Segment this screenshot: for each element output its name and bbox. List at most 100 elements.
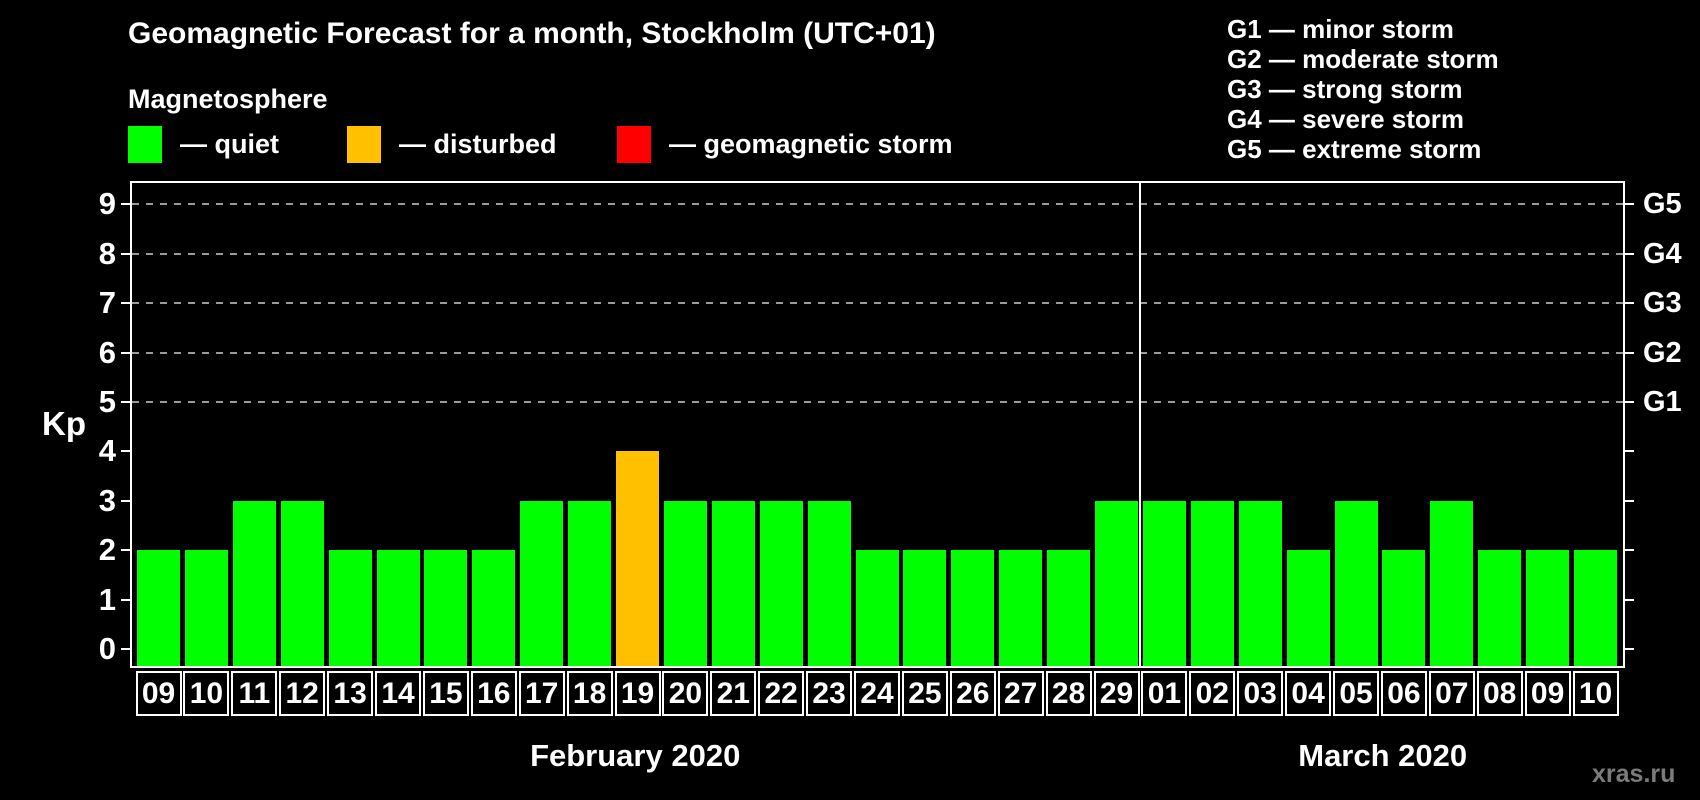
day-label-14: 14 bbox=[375, 671, 421, 716]
month-label-february: February 2020 bbox=[530, 738, 741, 773]
kp-bar-february-27 bbox=[999, 550, 1043, 666]
day-label-22: 22 bbox=[758, 671, 805, 716]
day-label-11: 11 bbox=[231, 671, 278, 716]
kp-bar-february-11 bbox=[232, 500, 276, 666]
y-axis-tick-right-6 bbox=[1625, 351, 1634, 354]
kp-bar-february-20 bbox=[663, 500, 707, 666]
y-axis-tick-left-0 bbox=[121, 648, 130, 650]
g-scale-legend: G1 — minor storm G2 — moderate storm G3 — … bbox=[1227, 14, 1499, 164]
kp-bar-february-12 bbox=[280, 500, 324, 666]
y-axis-label-3: 3 bbox=[98, 482, 116, 518]
y-axis-tick-left-2 bbox=[121, 549, 130, 552]
day-label-26: 26 bbox=[949, 671, 996, 716]
y-axis-label-2: 2 bbox=[98, 532, 116, 568]
day-label-07: 07 bbox=[1428, 671, 1475, 716]
y-axis-tick-left-6 bbox=[121, 351, 130, 354]
day-label-20: 20 bbox=[662, 671, 709, 716]
y-axis-label-5: 5 bbox=[98, 384, 116, 419]
legend-label-disturbed: — disturbed bbox=[399, 128, 557, 159]
kp-bar-february-13 bbox=[328, 550, 372, 666]
gridline-kp7 bbox=[132, 302, 1623, 305]
day-label-25: 25 bbox=[901, 671, 948, 716]
gridline-kp9 bbox=[132, 203, 1623, 206]
y-axis-tick-left-3 bbox=[121, 499, 130, 502]
day-label-09: 09 bbox=[135, 671, 182, 716]
y-axis-label-6: 6 bbox=[98, 334, 116, 370]
kp-bar-march-04 bbox=[1286, 550, 1330, 666]
day-label-01: 01 bbox=[1141, 671, 1188, 716]
g-legend-row-g4: G4 — severe storm bbox=[1227, 104, 1465, 134]
y-axis-tick-left-1 bbox=[121, 598, 130, 601]
day-label-05: 05 bbox=[1333, 671, 1379, 716]
g-legend-row-g5: G5 — extreme storm bbox=[1227, 134, 1482, 164]
g-axis-label-g1: G1 bbox=[1643, 386, 1682, 418]
g-axis-label-g4: G4 bbox=[1643, 237, 1682, 270]
g-axis-label-g5: G5 bbox=[1643, 188, 1682, 221]
g-legend-row-g2: G2 — moderate storm bbox=[1227, 44, 1499, 74]
day-label-21: 21 bbox=[710, 671, 757, 716]
y-axis-tick-right-5 bbox=[1625, 401, 1634, 403]
day-label-10: 10 bbox=[183, 671, 230, 716]
kp-bar-february-25 bbox=[903, 550, 947, 666]
y-axis-tick-right-3 bbox=[1625, 499, 1634, 502]
g-axis-label-g2: G2 bbox=[1643, 336, 1682, 369]
day-label-15: 15 bbox=[422, 671, 469, 716]
kp-bar-february-15 bbox=[424, 550, 468, 666]
day-label-10: 10 bbox=[1572, 671, 1619, 716]
y-axis-label-1: 1 bbox=[98, 581, 116, 617]
day-label-16: 16 bbox=[470, 671, 517, 716]
legend-item-storm: — geomagnetic storm bbox=[617, 124, 953, 164]
kp-bar-february-16 bbox=[472, 550, 516, 666]
legend-item-disturbed: — disturbed bbox=[347, 124, 557, 164]
y-axis-label-7: 7 bbox=[98, 285, 116, 321]
y-axis-tick-right-8 bbox=[1625, 252, 1634, 255]
day-label-08: 08 bbox=[1476, 671, 1523, 716]
quiet-color-swatch bbox=[128, 125, 162, 163]
day-label-13: 13 bbox=[327, 671, 374, 716]
gridline-kp8 bbox=[132, 252, 1623, 255]
day-label-12: 12 bbox=[279, 671, 326, 716]
kp-bar-february-29 bbox=[1095, 500, 1138, 666]
kp-bar-february-19 bbox=[616, 451, 659, 666]
kp-bar-march-01 bbox=[1142, 500, 1186, 666]
y-axis-tick-right-0 bbox=[1625, 648, 1634, 650]
day-label-27: 27 bbox=[997, 671, 1044, 716]
legend-label-storm: — geomagnetic storm bbox=[669, 128, 953, 159]
g-axis-label-g3: G3 bbox=[1643, 287, 1682, 320]
g-legend-row-g1: G1 — minor storm bbox=[1227, 14, 1454, 44]
y-axis-tick-left-7 bbox=[121, 302, 130, 305]
storm-color-swatch bbox=[617, 125, 651, 163]
gridline-kp5 bbox=[132, 401, 1623, 403]
day-label-03: 03 bbox=[1237, 671, 1284, 716]
day-label-06: 06 bbox=[1380, 671, 1427, 716]
watermark: xras.ru bbox=[1592, 760, 1676, 788]
y-axis-tick-right-4 bbox=[1625, 450, 1634, 453]
y-axis-tick-left-8 bbox=[121, 252, 130, 255]
kp-bar-march-09 bbox=[1526, 550, 1570, 666]
day-label-28: 28 bbox=[1045, 671, 1092, 716]
y-axis-tick-right-9 bbox=[1625, 203, 1634, 206]
chart-title: Geomagnetic Forecast for a month, Stockh… bbox=[128, 17, 936, 50]
y-axis-tick-left-9 bbox=[121, 203, 130, 206]
kp-bar-march-10 bbox=[1574, 550, 1617, 666]
y-axis-title: Kp bbox=[42, 405, 86, 442]
y-axis-label-9: 9 bbox=[98, 186, 116, 222]
kp-bar-february-23 bbox=[807, 500, 851, 666]
gridline-kp6 bbox=[132, 351, 1623, 354]
kp-bar-february-26 bbox=[951, 550, 995, 666]
kp-bar-march-02 bbox=[1190, 500, 1234, 666]
kp-bar-march-05 bbox=[1334, 500, 1378, 666]
month-label-march: March 2020 bbox=[1298, 738, 1468, 773]
kp-bar-february-18 bbox=[568, 500, 612, 666]
legend-label-quiet: — quiet bbox=[180, 128, 279, 159]
y-axis-tick-right-7 bbox=[1625, 302, 1634, 305]
kp-bar-march-03 bbox=[1238, 500, 1282, 666]
plot-area bbox=[130, 181, 1625, 668]
day-label-09: 09 bbox=[1524, 671, 1571, 716]
kp-bar-february-22 bbox=[759, 500, 803, 666]
day-label-23: 23 bbox=[806, 671, 853, 716]
month-divider bbox=[1139, 183, 1142, 666]
kp-bar-february-14 bbox=[376, 550, 420, 666]
kp-bar-march-07 bbox=[1430, 500, 1474, 666]
